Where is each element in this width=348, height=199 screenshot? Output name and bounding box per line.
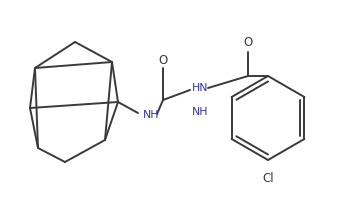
Text: O: O bbox=[158, 54, 168, 66]
Text: NH: NH bbox=[192, 107, 208, 117]
Text: Cl: Cl bbox=[262, 172, 274, 184]
Text: HN: HN bbox=[192, 83, 208, 93]
Text: O: O bbox=[243, 36, 253, 50]
Text: NH: NH bbox=[143, 110, 159, 120]
